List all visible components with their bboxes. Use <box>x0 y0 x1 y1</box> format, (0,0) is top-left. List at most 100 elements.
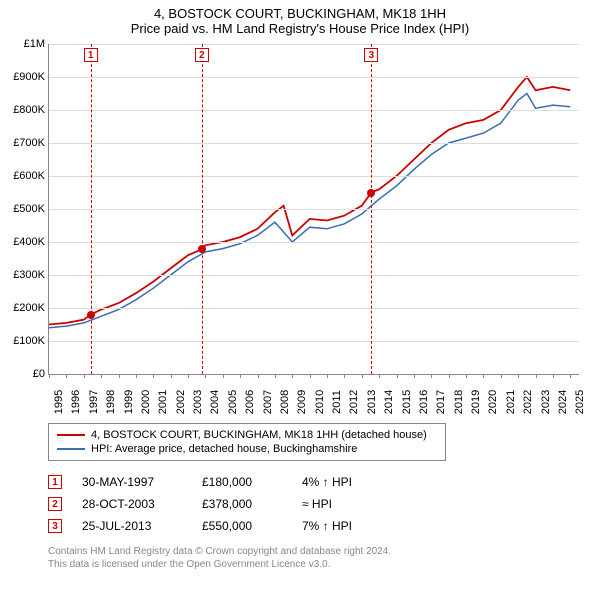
x-axis-label: 2004 <box>209 390 221 414</box>
sale-marker-vline <box>91 44 92 374</box>
chart-plot-area: £0£100K£200K£300K£400K£500K£600K£700K£80… <box>48 44 579 375</box>
y-axis-label: £400K <box>5 236 45 248</box>
x-axis-tick <box>188 374 189 378</box>
ygrid-line <box>49 44 579 45</box>
x-axis-label: 2015 <box>401 390 413 414</box>
x-axis-tick <box>49 374 50 378</box>
x-axis-tick <box>292 374 293 378</box>
sales-row-2: 2 28-OCT-2003 £378,000 ≈ HPI <box>48 493 590 515</box>
x-axis-tick <box>362 374 363 378</box>
x-axis-tick <box>136 374 137 378</box>
sales-note-3: 7% ↑ HPI <box>302 519 382 533</box>
sales-note-1: 4% ↑ HPI <box>302 475 382 489</box>
sales-date-3: 25-JUL-2013 <box>82 519 182 533</box>
footer-line-2: This data is licensed under the Open Gov… <box>48 558 590 571</box>
x-axis-tick <box>171 374 172 378</box>
sales-price-1: £180,000 <box>202 475 282 489</box>
title-line-2: Price paid vs. HM Land Registry's House … <box>0 21 600 36</box>
x-axis-label: 2024 <box>557 390 569 414</box>
sales-row-1: 1 30-MAY-1997 £180,000 4% ↑ HPI <box>48 471 590 493</box>
footer-line-1: Contains HM Land Registry data © Crown c… <box>48 545 590 558</box>
x-axis-label: 2018 <box>453 390 465 414</box>
x-axis-tick <box>344 374 345 378</box>
legend-row-property: 4, BOSTOCK COURT, BUCKINGHAM, MK18 1HH (… <box>57 428 437 442</box>
sales-row-3: 3 25-JUL-2013 £550,000 7% ↑ HPI <box>48 515 590 537</box>
x-axis-label: 2025 <box>574 390 586 414</box>
x-axis-label: 2016 <box>418 390 430 414</box>
x-axis-tick <box>84 374 85 378</box>
x-axis-label: 2014 <box>383 390 395 414</box>
sale-marker-dot <box>367 189 375 197</box>
x-axis-label: 2003 <box>192 390 204 414</box>
x-axis-label: 2007 <box>262 390 274 414</box>
sales-price-3: £550,000 <box>202 519 282 533</box>
ygrid-line <box>49 176 579 177</box>
legend-box: 4, BOSTOCK COURT, BUCKINGHAM, MK18 1HH (… <box>48 423 446 461</box>
x-axis-label: 2022 <box>522 390 534 414</box>
y-axis-label: £900K <box>5 71 45 83</box>
ygrid-line <box>49 77 579 78</box>
x-axis-label: 1997 <box>88 390 100 414</box>
x-axis-tick <box>310 374 311 378</box>
x-axis-label: 2011 <box>331 390 343 414</box>
x-axis-label: 1998 <box>105 390 117 414</box>
legend-row-hpi: HPI: Average price, detached house, Buck… <box>57 442 437 456</box>
x-axis-tick <box>397 374 398 378</box>
x-axis-tick <box>153 374 154 378</box>
sale-marker-box: 3 <box>364 48 378 62</box>
x-axis-label: 2013 <box>366 390 378 414</box>
x-axis-tick <box>518 374 519 378</box>
legend-swatch-property <box>57 434 85 436</box>
x-axis-tick <box>431 374 432 378</box>
sales-date-1: 30-MAY-1997 <box>82 475 182 489</box>
x-axis-label: 2008 <box>279 390 291 414</box>
sale-marker-vline <box>202 44 203 374</box>
x-axis-tick <box>414 374 415 378</box>
sale-marker-dot <box>198 245 206 253</box>
x-axis-label: 2005 <box>227 390 239 414</box>
sales-marker-2: 2 <box>48 497 62 511</box>
sales-date-2: 28-OCT-2003 <box>82 497 182 511</box>
ygrid-line <box>49 209 579 210</box>
x-axis-tick <box>327 374 328 378</box>
y-axis-label: £200K <box>5 302 45 314</box>
x-axis-label: 2009 <box>296 390 308 414</box>
x-axis-label: 2010 <box>314 390 326 414</box>
legend-label-hpi: HPI: Average price, detached house, Buck… <box>91 443 357 455</box>
y-axis-label: £100K <box>5 335 45 347</box>
x-axis-tick <box>205 374 206 378</box>
x-axis-tick <box>223 374 224 378</box>
x-axis-label: 2017 <box>435 390 447 414</box>
x-axis-tick <box>501 374 502 378</box>
x-axis-tick <box>240 374 241 378</box>
x-axis-tick <box>570 374 571 378</box>
x-axis-tick <box>119 374 120 378</box>
chart-container: 4, BOSTOCK COURT, BUCKINGHAM, MK18 1HH P… <box>0 0 600 590</box>
ygrid-line <box>49 275 579 276</box>
x-axis-tick <box>66 374 67 378</box>
title-block: 4, BOSTOCK COURT, BUCKINGHAM, MK18 1HH P… <box>0 0 600 38</box>
x-axis-tick <box>379 374 380 378</box>
ygrid-line <box>49 308 579 309</box>
series-line-property <box>49 77 570 325</box>
x-axis-label: 2020 <box>487 390 499 414</box>
legend-label-property: 4, BOSTOCK COURT, BUCKINGHAM, MK18 1HH (… <box>91 429 427 441</box>
x-axis-label: 2001 <box>157 390 169 414</box>
x-axis-tick <box>466 374 467 378</box>
ygrid-line <box>49 242 579 243</box>
y-axis-label: £500K <box>5 203 45 215</box>
y-axis-label: £0 <box>5 368 45 380</box>
y-axis-label: £700K <box>5 137 45 149</box>
ygrid-line <box>49 143 579 144</box>
x-axis-label: 2002 <box>175 390 187 414</box>
sales-table: 1 30-MAY-1997 £180,000 4% ↑ HPI 2 28-OCT… <box>48 471 590 537</box>
footer-block: Contains HM Land Registry data © Crown c… <box>48 545 590 571</box>
x-axis-label: 1999 <box>123 390 135 414</box>
y-axis-label: £1M <box>5 38 45 50</box>
sale-marker-box: 2 <box>195 48 209 62</box>
x-axis-tick <box>449 374 450 378</box>
sales-marker-1: 1 <box>48 475 62 489</box>
sale-marker-box: 1 <box>84 48 98 62</box>
x-axis-tick <box>483 374 484 378</box>
sale-marker-vline <box>371 44 372 374</box>
